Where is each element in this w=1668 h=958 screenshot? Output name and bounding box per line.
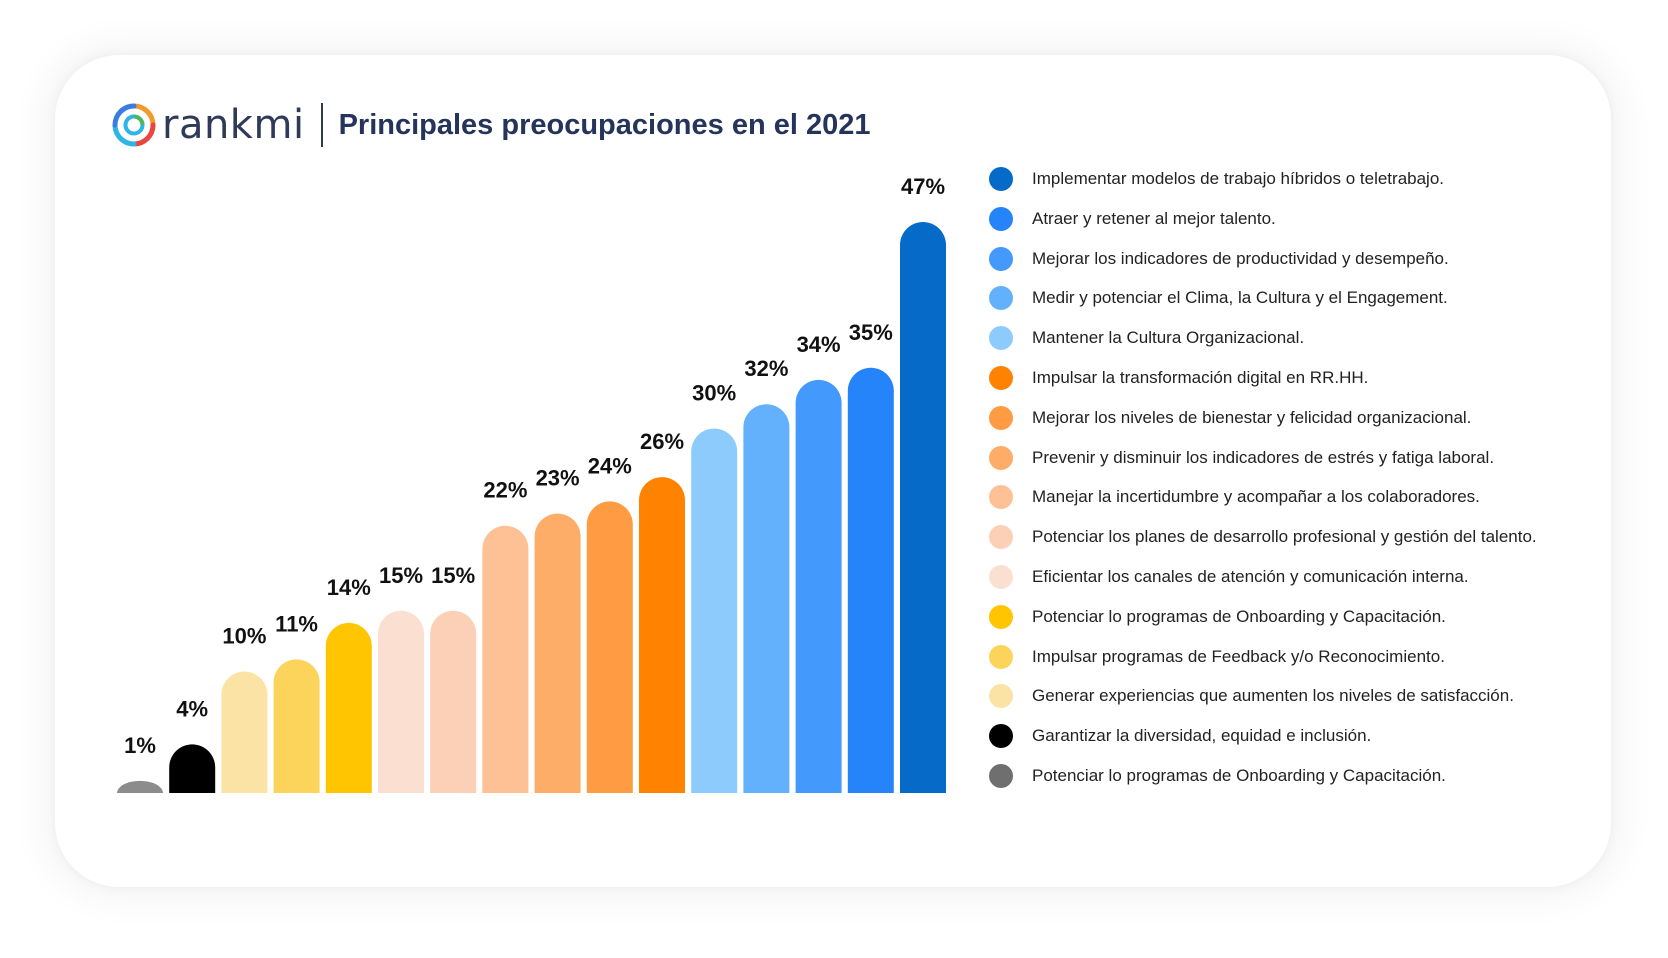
legend-item-11: Eficientar los canales de atención y com…	[989, 564, 1469, 590]
legend-swatch	[989, 366, 1013, 390]
legend-swatch	[989, 326, 1013, 351]
value-label-3: 10%	[222, 624, 266, 649]
legend-item-3: Mejorar los indicadores de productividad…	[989, 246, 1449, 272]
legend-label: Generar experiencias que aumenten los ni…	[1032, 686, 1514, 706]
bar-13	[743, 404, 790, 793]
legend-item-14: Generar experiencias que aumenten los ni…	[989, 683, 1514, 709]
value-label-11: 26%	[640, 429, 684, 454]
bar-16	[900, 222, 946, 793]
legend-swatch	[989, 644, 1013, 669]
bar-10	[586, 501, 633, 793]
value-label-15: 35%	[849, 320, 893, 345]
legend-label: Potenciar lo programas de Onboarding y C…	[1032, 606, 1446, 626]
legend-swatch	[989, 246, 1013, 271]
legend-item-5: Mantener la Cultura Organizacional.	[989, 325, 1304, 351]
legend-item-12: Potenciar lo programas de Onboarding y C…	[989, 604, 1446, 630]
bar-11	[639, 477, 685, 793]
legend-swatch	[989, 167, 1013, 191]
legend-swatch	[989, 445, 1013, 470]
value-label-2: 4%	[176, 696, 208, 721]
legend-label: Mantener la Cultura Organizacional.	[1032, 328, 1305, 348]
bar-7	[430, 610, 477, 793]
value-label-1: 1%	[124, 733, 156, 758]
legend-item-13: Impulsar programas de Feedback y/o Recon…	[989, 644, 1445, 670]
legend-label: Manejar la incertidumbre y acompañar a l…	[1032, 487, 1480, 507]
legend-item-1: Implementar modelos de trabajo híbridos …	[989, 166, 1444, 192]
header-divider	[320, 103, 323, 147]
bar-2	[169, 744, 216, 793]
legend-label: Prevenir y disminuir los indicadores de …	[1032, 447, 1495, 467]
legend-item-4: Medir y potenciar el Clima, la Cultura y…	[989, 285, 1448, 311]
bar-15	[847, 367, 894, 793]
legend-label: Atraer y retener al mejor talento.	[1032, 208, 1276, 228]
legend-label: Impulsar programas de Feedback y/o Recon…	[1032, 646, 1445, 666]
legend-swatch	[989, 525, 1013, 550]
value-label-10: 24%	[588, 453, 632, 478]
legend-item-6: Impulsar la transformación digital en RR…	[989, 365, 1368, 391]
legend-swatch	[989, 604, 1013, 629]
legend-label: Mejorar los indicadores de productividad…	[1032, 248, 1449, 268]
rankmi-logo-icon	[112, 103, 156, 147]
bar-12	[691, 428, 738, 793]
legend-label: Potenciar los planes de desarrollo profe…	[1032, 527, 1537, 547]
value-label-5: 14%	[327, 575, 371, 600]
legend-item-10: Potenciar los planes de desarrollo profe…	[989, 524, 1537, 550]
legend-swatch	[989, 684, 1013, 709]
legend-swatch	[989, 764, 1013, 788]
legend-swatch	[989, 565, 1013, 589]
value-label-14: 34%	[797, 332, 841, 357]
value-label-6: 15%	[379, 563, 423, 588]
legend-item-8: Prevenir y disminuir los indicadores de …	[989, 445, 1494, 471]
bar-8	[482, 525, 529, 793]
legend-swatch	[989, 485, 1013, 510]
legend-swatch	[989, 724, 1013, 749]
legend-label: Garantizar la diversidad, equidad e incl…	[1032, 726, 1372, 746]
value-label-16: 47%	[901, 174, 945, 199]
legend-label: Mejorar los niveles de bienestar y felic…	[1032, 407, 1472, 427]
legend-item-16: Potenciar lo programas de Onboarding y C…	[989, 763, 1446, 789]
header: rankmi Principales preocupaciones en el …	[112, 100, 870, 150]
legend-item-9: Manejar la incertidumbre y acompañar a l…	[989, 484, 1480, 510]
value-label-9: 23%	[536, 466, 580, 491]
bar-4	[273, 659, 320, 793]
value-label-7: 15%	[431, 563, 475, 588]
legend-item-7: Mejorar los niveles de bienestar y felic…	[989, 405, 1471, 431]
value-label-13: 32%	[744, 356, 788, 381]
legend-item-15: Garantizar la diversidad, equidad e incl…	[989, 723, 1371, 749]
bar-5	[325, 622, 372, 793]
bar-9	[534, 513, 581, 793]
value-label-12: 30%	[692, 381, 736, 406]
legend-label: Impulsar la transformación digital en RR…	[1032, 368, 1369, 387]
bar-3	[221, 671, 268, 793]
value-label-8: 22%	[483, 478, 527, 503]
legend-label: Implementar modelos de trabajo híbridos …	[1032, 169, 1445, 188]
legend-label: Potenciar lo programas de Onboarding y C…	[1032, 766, 1446, 785]
legend-swatch	[989, 286, 1013, 311]
bar-1	[117, 780, 163, 793]
value-label-4: 11%	[275, 611, 318, 636]
legend-swatch	[989, 405, 1013, 430]
legend-item-2: Atraer y retener al mejor talento.	[989, 206, 1276, 232]
legend-label: Eficientar los canales de atención y com…	[1032, 567, 1469, 586]
bar-6	[378, 610, 424, 793]
legend-label: Medir y potenciar el Clima, la Cultura y…	[1032, 288, 1448, 308]
page-title: Principales preocupaciones en el 2021	[338, 108, 871, 141]
brand-name: rankmi	[162, 102, 305, 148]
bar-14	[795, 379, 842, 793]
legend-swatch	[989, 206, 1013, 231]
